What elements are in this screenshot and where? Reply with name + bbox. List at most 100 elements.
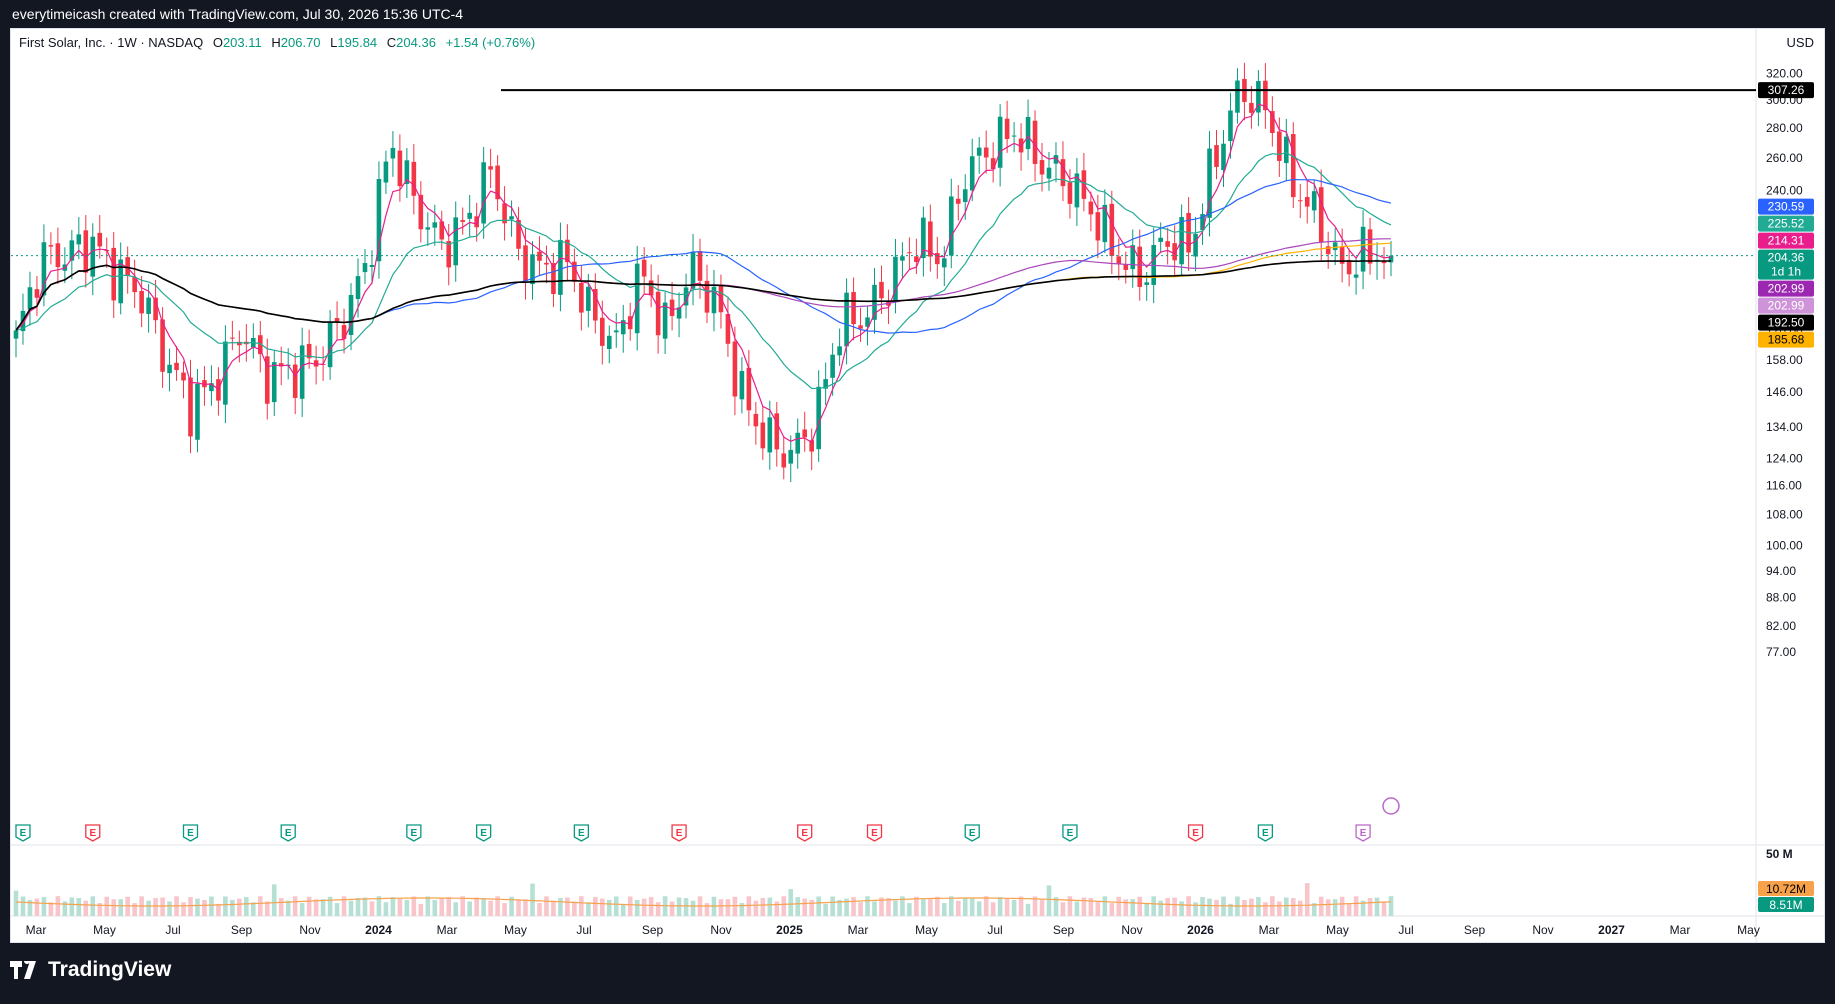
earnings-icon bbox=[964, 824, 980, 842]
candle-body bbox=[711, 286, 717, 314]
earnings-icon-letter: E bbox=[480, 828, 487, 839]
candle-body bbox=[1346, 260, 1352, 275]
price-label-text: 230.59 bbox=[1768, 200, 1805, 214]
candle-body bbox=[90, 236, 96, 277]
time-tick-label: May bbox=[915, 923, 938, 937]
volume-bar bbox=[167, 901, 172, 916]
candle-body bbox=[69, 240, 75, 261]
earnings-icon bbox=[15, 824, 31, 842]
volume-bar bbox=[948, 896, 954, 916]
volume-bar bbox=[1025, 903, 1031, 916]
candle-body bbox=[900, 256, 905, 261]
candle-body bbox=[1165, 241, 1170, 247]
volume-bar bbox=[760, 898, 766, 916]
candle-body bbox=[1221, 143, 1226, 171]
candle-body bbox=[606, 335, 612, 350]
volume-bar bbox=[299, 903, 305, 916]
candle-body bbox=[1304, 196, 1310, 207]
candle-body bbox=[160, 319, 165, 372]
volume-bar bbox=[369, 901, 375, 916]
volume-bar bbox=[690, 900, 696, 916]
candle-body bbox=[271, 362, 277, 403]
volume-bar bbox=[921, 899, 926, 916]
candle-body bbox=[976, 147, 982, 156]
chart-frame[interactable]: 320.00300.00280.00260.00240.00220.00180.… bbox=[10, 28, 1825, 943]
candle-body bbox=[188, 377, 193, 437]
candle-body bbox=[739, 371, 745, 400]
candle-body bbox=[139, 290, 144, 314]
candle-body bbox=[990, 158, 996, 170]
sma-200-line bbox=[15, 260, 1391, 331]
volume-bar bbox=[1263, 902, 1268, 916]
volume-bar bbox=[264, 901, 270, 916]
candle-body bbox=[432, 222, 438, 228]
candle-body bbox=[202, 380, 207, 388]
volume-bar bbox=[1249, 898, 1254, 916]
candle-body bbox=[467, 212, 472, 219]
time-tick-label: Jul bbox=[987, 923, 1002, 937]
currency-label[interactable]: USD bbox=[1786, 35, 1814, 50]
price-tick-label: 94.00 bbox=[1766, 564, 1796, 578]
volume-bar bbox=[1360, 900, 1366, 916]
candle-body bbox=[41, 242, 47, 296]
sma-50-line bbox=[15, 178, 1392, 334]
candle-body bbox=[355, 276, 361, 300]
volume-bar bbox=[181, 902, 186, 916]
volume-bar bbox=[928, 899, 933, 916]
volume-bar bbox=[404, 899, 410, 916]
chart-canvas[interactable]: 320.00300.00280.00260.00240.00220.00180.… bbox=[11, 29, 1824, 942]
time-tick-label: Sep bbox=[1464, 923, 1486, 937]
candle-body bbox=[962, 189, 968, 203]
volume-bar bbox=[90, 896, 96, 916]
candle-body bbox=[1067, 182, 1073, 204]
volume-bar bbox=[1284, 897, 1289, 916]
candle-body bbox=[928, 221, 933, 257]
volume-bar bbox=[655, 902, 661, 916]
volume-bar bbox=[1304, 883, 1310, 916]
price-label-badge bbox=[1758, 331, 1814, 348]
volume-bar bbox=[795, 897, 801, 916]
volume-bar bbox=[20, 896, 26, 916]
volume-bar bbox=[34, 898, 40, 916]
volume-bar bbox=[823, 903, 828, 916]
earnings-icon-letter: E bbox=[1192, 828, 1199, 839]
volume-bar bbox=[1318, 896, 1324, 916]
attribution-text: everytimeicash created with TradingView.… bbox=[12, 6, 464, 22]
price-tick-label: 320.00 bbox=[1766, 67, 1803, 81]
candle-body bbox=[76, 234, 82, 245]
candle-body bbox=[767, 417, 773, 453]
volume-bar bbox=[669, 901, 675, 916]
sma-150-line bbox=[15, 242, 1392, 331]
candle-body bbox=[1116, 256, 1122, 265]
volume-bar bbox=[537, 903, 542, 916]
earnings-icon bbox=[280, 824, 296, 842]
price-tick-label: 88.00 bbox=[1766, 591, 1796, 605]
candle-body bbox=[181, 372, 186, 381]
volume-bar bbox=[802, 898, 808, 916]
volume-bar bbox=[355, 898, 361, 916]
candle-body bbox=[1318, 187, 1324, 243]
candle-body bbox=[1367, 229, 1373, 264]
candle-body bbox=[13, 330, 19, 339]
candle-body bbox=[620, 320, 626, 335]
candle-body bbox=[893, 256, 898, 303]
volume-bar bbox=[872, 901, 877, 916]
volume-bar bbox=[523, 899, 528, 916]
candle-body bbox=[914, 256, 919, 263]
volume-bar bbox=[969, 897, 975, 916]
price-label-badge bbox=[1758, 314, 1814, 331]
volume-bar bbox=[565, 897, 570, 916]
volume-bar bbox=[285, 900, 291, 916]
volume-bar bbox=[104, 896, 110, 916]
candle-body bbox=[1130, 245, 1136, 270]
attribution-bar: everytimeicash created with TradingView.… bbox=[0, 0, 1835, 28]
price-tick-label: 260.00 bbox=[1766, 151, 1803, 165]
candle-body bbox=[1004, 118, 1010, 140]
open-label: O bbox=[212, 35, 223, 50]
volume-bar bbox=[55, 896, 61, 916]
volume-bar bbox=[27, 899, 33, 916]
candle-body bbox=[488, 166, 493, 170]
volume-bar bbox=[516, 899, 521, 916]
volume-bar bbox=[530, 883, 535, 916]
close-value: 204.36 bbox=[396, 35, 436, 50]
